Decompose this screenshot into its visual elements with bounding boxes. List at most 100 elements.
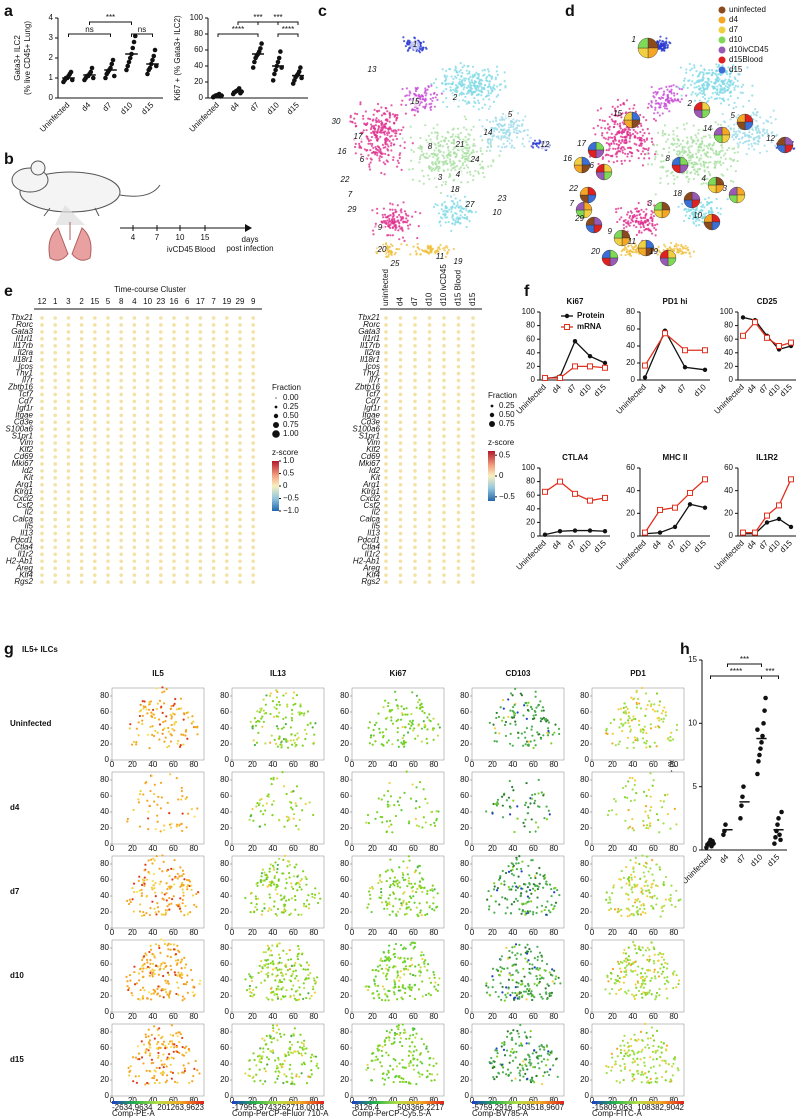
series-point: [557, 529, 563, 534]
flow-x-tick-label: 20: [128, 760, 137, 769]
y-tick-label: 0: [729, 531, 734, 540]
dotplot-dot: [66, 448, 71, 452]
tsne-dot: [710, 74, 713, 77]
dotplot-dot: [79, 378, 84, 383]
pie-wedge: [653, 201, 663, 211]
tsne-dot: [643, 147, 646, 151]
flow-y-tick-label: 60: [100, 707, 109, 716]
tsne-dot: [632, 107, 635, 110]
dotplot-dot: [456, 476, 461, 480]
tsne-dot: [455, 90, 458, 93]
tsne-dot: [731, 135, 734, 139]
y-tick-label: 20: [526, 362, 535, 371]
y-tick-label: 40: [526, 504, 535, 513]
tsne-dot: [402, 201, 405, 204]
tsne-dot: [465, 155, 468, 158]
dotplot-dot: [79, 531, 84, 536]
tsne-dot: [734, 170, 738, 173]
dotplot-dot: [225, 517, 229, 522]
dotplot-dot: [159, 357, 163, 362]
tsne-dot: [406, 41, 409, 44]
tsne-dot: [748, 134, 751, 137]
tsne-dot: [461, 83, 464, 86]
dotplot-dot: [398, 455, 403, 459]
tsne-dot: [465, 128, 468, 131]
tsne-dot: [503, 146, 506, 149]
dotplot-dot: [456, 531, 461, 536]
data-point: [153, 63, 159, 69]
z-tick-label: 0: [499, 471, 504, 480]
pie-wedge: [609, 257, 619, 267]
dotplot-dot: [106, 517, 110, 522]
tsne-dot: [627, 220, 630, 223]
tsne-dot: [380, 171, 383, 175]
data-point: [275, 59, 281, 65]
tsne-dot: [693, 66, 696, 69]
tsne-dot: [428, 245, 432, 248]
tsne-dot: [394, 228, 397, 231]
dotplot-dot: [456, 399, 461, 404]
tsne-dot: [467, 100, 470, 103]
dotplot-dot: [384, 462, 388, 466]
tsne-dot: [702, 135, 705, 138]
tsne-dot: [477, 108, 480, 111]
tsne-dot: [675, 99, 678, 102]
tsne-dot: [716, 91, 719, 94]
tsne-dot: [709, 201, 713, 204]
dotplot-dot: [211, 503, 216, 508]
cluster-badge: [497, 194, 507, 204]
cluster-label: 1: [53, 297, 58, 306]
tsne-dot: [670, 84, 673, 88]
tsne-dot: [733, 86, 736, 89]
tsne-dot: [707, 209, 710, 213]
tsne-dot: [656, 111, 659, 114]
dotplot-dot: [185, 378, 189, 383]
tsne-dot: [457, 221, 460, 224]
dotplot-dot: [106, 552, 110, 557]
tsne-dot: [520, 124, 523, 128]
dotplot-dot: [66, 337, 71, 341]
tsne-dot: [720, 144, 723, 147]
dotplot-dot: [413, 510, 417, 515]
dotplot-dot: [211, 538, 216, 543]
tsne-dot: [461, 210, 464, 214]
tsne-dot: [381, 213, 384, 216]
tsne-dot: [612, 161, 615, 164]
dotplot-dot: [198, 350, 203, 355]
dotplot-dot: [145, 448, 150, 452]
dotplot-dot: [106, 580, 110, 584]
tsne-dot: [663, 49, 666, 52]
dotplot-dot: [185, 524, 189, 529]
tsne-dot: [704, 81, 707, 84]
tsne-dot: [596, 109, 599, 112]
tsne-dot: [498, 125, 501, 128]
tsne-dot: [499, 88, 502, 92]
flow-dot: [137, 721, 140, 724]
tsne-dot: [474, 101, 477, 105]
tsne-dot: [715, 207, 719, 210]
tsne-dot: [689, 156, 692, 160]
series-point: [752, 319, 758, 326]
tsne-dot: [465, 102, 468, 105]
tsne-dot: [730, 158, 733, 161]
tsne-dot: [360, 140, 363, 143]
dotplot-dot: [40, 580, 44, 584]
dotplot-dot: [185, 552, 189, 557]
dotplot-dot: [53, 434, 57, 438]
flow-dot: [158, 738, 161, 741]
dotplot-dot: [145, 371, 150, 376]
dotplot-dot: [93, 406, 97, 411]
tsne-dot: [652, 215, 655, 218]
tsne-dot: [631, 152, 634, 155]
tsne-dot: [390, 134, 393, 137]
dotplot-dot: [384, 496, 388, 501]
dotplot-dot: [384, 455, 388, 459]
dotplot-dot: [442, 580, 446, 584]
tsne-dot: [449, 160, 452, 163]
tsne-dot: [751, 94, 754, 97]
tsne-dot: [380, 220, 383, 224]
pie-wedge: [579, 186, 589, 196]
tsne-dot: [427, 174, 430, 177]
pie-wedge: [601, 249, 611, 259]
significance-bracket: [131, 33, 153, 37]
